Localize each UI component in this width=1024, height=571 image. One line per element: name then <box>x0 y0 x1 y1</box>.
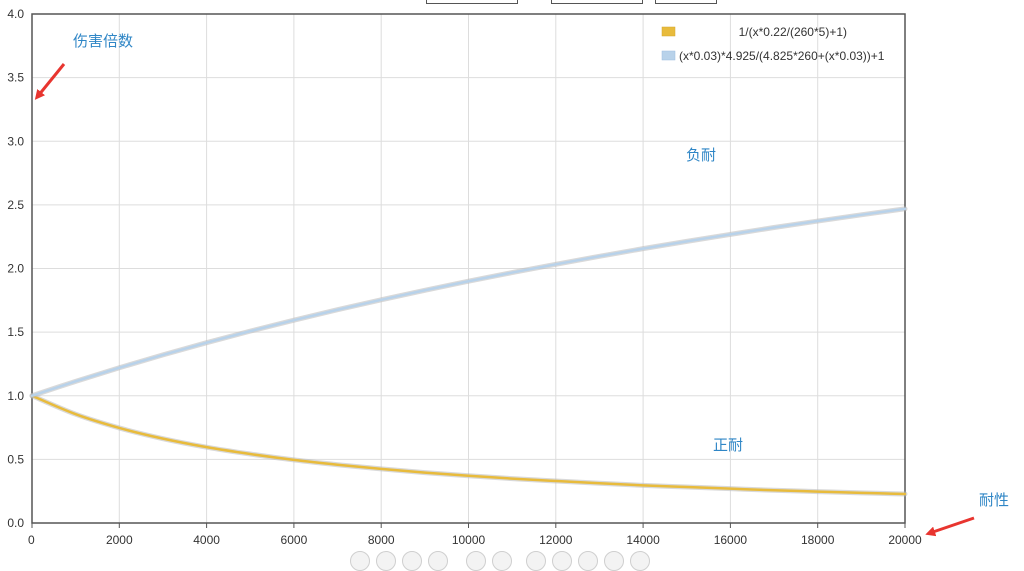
pager-dot[interactable] <box>552 551 572 571</box>
axis-ticks: 0 2000 4000 6000 8000 10000 12000 14000 16000 180… <box>7 7 922 547</box>
top-tab-2[interactable] <box>551 0 643 4</box>
x-axis-note: 耐性 <box>979 491 1009 509</box>
y-tick-label: 1.0 <box>7 389 24 403</box>
series-lines <box>29 206 908 497</box>
y-tick-label: 3.5 <box>7 71 24 85</box>
legend-swatch-series-2[interactable] <box>661 50 676 61</box>
arrow-to-y-axis <box>34 63 66 100</box>
upper-curve-note: 负耐 <box>686 146 716 164</box>
x-tick-label: 10000 <box>452 533 486 547</box>
pager-dot[interactable] <box>526 551 546 571</box>
legend-label-series-1[interactable]: 1/(x*0.22/(260*5)+1) <box>739 25 847 39</box>
legend-swatch-series-1[interactable] <box>661 26 676 37</box>
pager-dot[interactable] <box>466 551 486 571</box>
pager-dot[interactable] <box>376 551 396 571</box>
y-tick-label: 0.0 <box>7 516 24 530</box>
pager-dot[interactable] <box>604 551 624 571</box>
pager-dot[interactable] <box>630 551 650 571</box>
x-tick-label: 0 <box>28 533 35 547</box>
x-tick-label: 20000 <box>888 533 922 547</box>
y-tick-label: 0.5 <box>7 452 24 466</box>
pager-dot[interactable] <box>402 551 422 571</box>
series-line-2[interactable] <box>30 207 907 397</box>
y-tick-label: 2.5 <box>7 198 24 212</box>
x-tick-label: 12000 <box>539 533 573 547</box>
x-tick-label: 18000 <box>801 533 835 547</box>
legend-label-series-2[interactable]: (x*0.03)*4.925/(4.825*260+(x*0.03))+1 <box>679 49 885 63</box>
lower-curve-note: 正耐 <box>713 436 743 454</box>
x-tick-label: 4000 <box>193 533 220 547</box>
y-tick-label: 1.5 <box>7 325 24 339</box>
x-tick-label: 14000 <box>626 533 660 547</box>
y-axis-note: 伤害倍数 <box>73 32 133 50</box>
pager-dot[interactable] <box>578 551 598 571</box>
arrow-to-x-axis <box>925 516 975 537</box>
x-tick-label: 8000 <box>368 533 395 547</box>
top-tab-1[interactable] <box>426 0 518 4</box>
y-tick-label: 2.0 <box>7 262 24 276</box>
top-tab-3[interactable] <box>655 0 717 4</box>
y-tick-label: 4.0 <box>7 7 24 21</box>
x-tick-label: 16000 <box>714 533 748 547</box>
legend: 1/(x*0.22/(260*5)+1) (x*0.03)*4.925/(4.8… <box>661 25 885 63</box>
line-chart: 0 2000 4000 6000 8000 10000 12000 14000 16000 180… <box>7 7 1009 547</box>
pager-dot[interactable] <box>350 551 370 571</box>
x-tick-label: 2000 <box>106 533 133 547</box>
grid <box>32 14 905 523</box>
series-line-1[interactable] <box>30 394 907 496</box>
x-tick-label: 6000 <box>281 533 308 547</box>
pager-dot[interactable] <box>492 551 512 571</box>
pager-dot[interactable] <box>428 551 448 571</box>
y-tick-label: 3.0 <box>7 134 24 148</box>
